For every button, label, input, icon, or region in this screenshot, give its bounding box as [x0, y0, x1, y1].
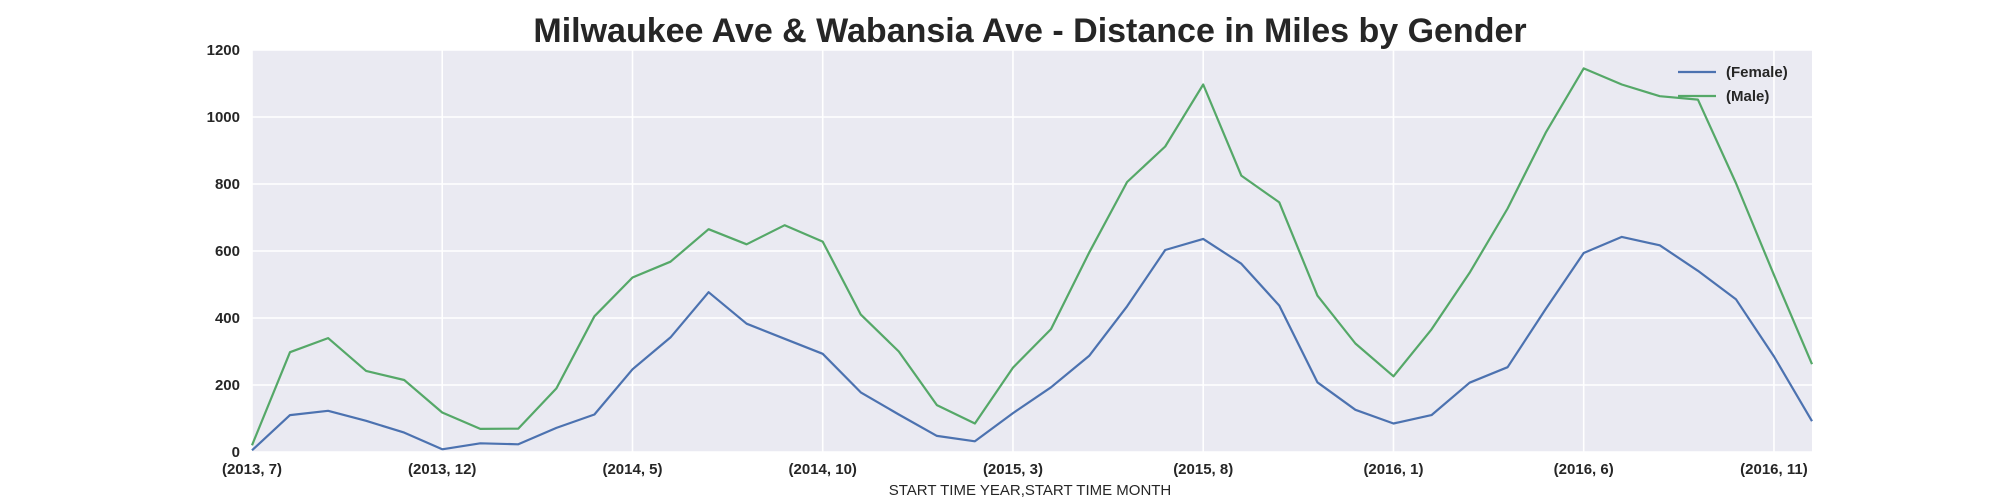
y-axis-ticks: 0 200 400 600 800 1000 1200 — [207, 42, 240, 461]
legend-label: (Male) — [1726, 88, 1769, 105]
y-tick-label: 800 — [215, 176, 240, 193]
x-tick-label: (2016, 1) — [1363, 461, 1423, 478]
y-tick-label: 600 — [215, 243, 240, 260]
x-tick-label: (2013, 7) — [222, 461, 282, 478]
y-tick-label: 1200 — [207, 42, 240, 59]
x-axis-label: START TIME YEAR,START TIME MONTH — [889, 482, 1172, 499]
series-line-male — [250, 67, 1814, 446]
x-tick-label: (2014, 5) — [602, 461, 662, 478]
x-tick-label: (2016, 11) — [1740, 461, 1808, 478]
x-tick-label: (2014, 10) — [789, 461, 857, 478]
x-tick-label: (2015, 8) — [1173, 461, 1233, 478]
legend-label: (Female) — [1726, 64, 1788, 81]
y-tick-label: 400 — [215, 310, 240, 327]
x-axis-ticks: (2013, 7) (2013, 12) (2014, 5) (2014, 10) (2… — [222, 461, 1808, 478]
x-tick-label: (2015, 3) — [983, 461, 1043, 478]
series-line-female — [251, 235, 1813, 452]
y-tick-label: 0 — [232, 444, 240, 461]
series-lines — [250, 67, 1814, 452]
legend: (Female) (Male) — [1678, 64, 1788, 105]
x-tick-label: (2013, 12) — [408, 461, 476, 478]
grid-lines — [251, 49, 1812, 453]
chart-title: Milwaukee Ave & Wabansia Ave - Distance … — [533, 12, 1526, 50]
x-tick-label: (2016, 6) — [1554, 461, 1614, 478]
y-tick-label: 1000 — [207, 109, 240, 126]
y-tick-label: 200 — [215, 377, 240, 394]
